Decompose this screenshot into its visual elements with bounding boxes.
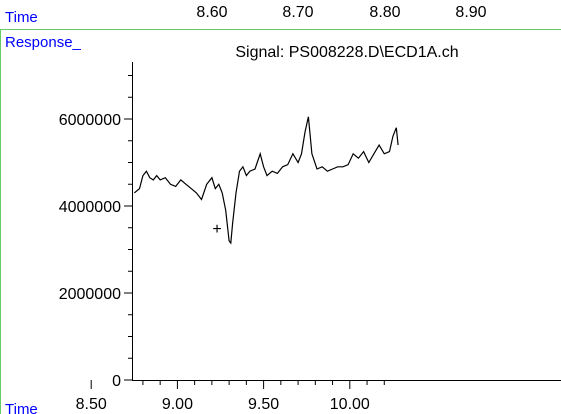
x-tick-label: 9.00	[162, 396, 193, 413]
top-time-label: Time	[5, 9, 38, 26]
top-tick-label: 8.70	[282, 4, 313, 21]
top-tick-label: 8.90	[455, 4, 486, 21]
x-axis-tick-labels: 8.50 9.00 9.50 10.00	[76, 396, 370, 413]
y-axis-tick-labels: 0 2000000 4000000 6000000	[59, 112, 121, 390]
peak-marker-plus: +	[212, 221, 221, 238]
x-tick-label: 9.50	[248, 396, 279, 413]
x-axis-ticks	[90, 380, 385, 389]
y-tick-label: 4000000	[59, 199, 121, 216]
top-tick-label: 8.80	[369, 4, 400, 21]
top-tick-label: 8.60	[196, 4, 227, 21]
response-label: Response_	[5, 34, 82, 51]
y-axis-ticks	[124, 75, 132, 381]
y-tick-label: 2000000	[59, 286, 121, 303]
bottom-time-label: Time	[5, 401, 38, 414]
signal-trace-line	[133, 116, 399, 245]
x-tick-label: 10.00	[330, 396, 370, 413]
y-tick-label: 6000000	[59, 112, 121, 129]
y-tick-label: 0	[112, 373, 121, 390]
chart-title: Signal: PS008228.D\ECD1A.ch	[235, 44, 458, 61]
x-tick-label: 8.50	[76, 396, 107, 413]
